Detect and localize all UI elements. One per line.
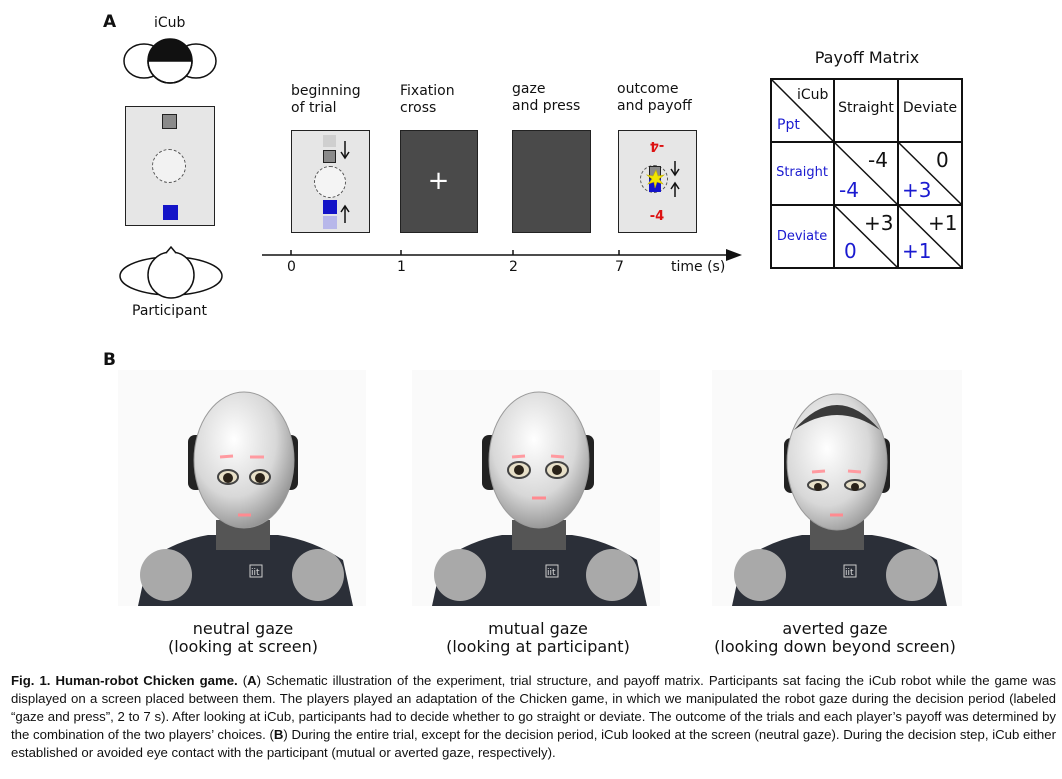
stage-label-outcome: outcome and payoff xyxy=(617,81,692,114)
caption-text: ) During the entire trial, except for th… xyxy=(11,727,1056,760)
stage-screen-beginning xyxy=(291,130,370,233)
participant-label: Participant xyxy=(132,303,207,319)
payoff-matrix: iCub Ppt Straight Deviate Straight Devia… xyxy=(770,78,963,269)
cell-ss-icub: -4 xyxy=(868,148,888,172)
robot-averted-image: iit xyxy=(732,393,947,606)
col-header-deviate: Deviate xyxy=(902,100,958,116)
timeline-tick-2: 2 xyxy=(509,259,518,275)
caption-text: ( xyxy=(237,673,248,688)
caption-averted-gaze: averted gaze (looking down beyond screen) xyxy=(714,619,956,656)
participant-square xyxy=(163,205,178,220)
stage-screen-outcome: -4 -4 xyxy=(618,130,697,233)
stage-label-gaze: gaze and press xyxy=(512,81,581,114)
photo-mutual-gaze: iit xyxy=(412,370,660,606)
center-circle xyxy=(152,149,186,183)
stage-screen-gaze xyxy=(512,130,591,233)
game-screen xyxy=(125,106,215,226)
stage-label-beginning: beginning of trial xyxy=(291,83,361,116)
timeline-tick-7: 7 xyxy=(615,259,624,275)
robot-mutual-image: iit xyxy=(432,391,647,606)
icub-label: iCub xyxy=(154,15,186,31)
svg-text:iit: iit xyxy=(547,568,556,578)
fixation-cross: + xyxy=(427,166,450,196)
caption-ref-b: B xyxy=(273,727,284,742)
cell-sd-ppt: +3 xyxy=(902,178,932,202)
caption-ref-a: A xyxy=(247,673,257,688)
icub-head-icon xyxy=(123,38,217,84)
participant-square xyxy=(323,200,337,214)
participant-payoff-value: -4 xyxy=(649,209,665,224)
cell-ds-ppt: 0 xyxy=(844,239,857,263)
caption-text: ) Schematic illustration of the experime… xyxy=(11,673,1056,742)
col-header-straight: Straight xyxy=(838,100,894,116)
caption-mutual-gaze: mutual gaze (looking at participant) xyxy=(446,619,630,656)
arrow-down-icon xyxy=(670,161,680,177)
timeline-axis xyxy=(262,249,742,261)
cell-ss-ppt: -4 xyxy=(839,178,859,202)
row-header-straight: Straight xyxy=(776,165,828,180)
photo-averted-gaze: iit xyxy=(712,370,962,606)
row-header-deviate: Deviate xyxy=(776,229,828,244)
stage-label-fixation: Fixation cross xyxy=(400,83,455,116)
stage-screen-fixation: + xyxy=(400,130,478,233)
center-circle xyxy=(640,165,668,193)
matrix-corner-icub: iCub xyxy=(797,87,829,103)
panel-b-letter: B xyxy=(103,350,116,370)
timeline-tick-0: 0 xyxy=(287,259,296,275)
timeline-tick-1: 1 xyxy=(397,259,406,275)
robot-square xyxy=(162,114,177,129)
figure-caption: Fig. 1. Human-robot Chicken game. (A) Sc… xyxy=(11,672,1056,762)
arrow-down-icon xyxy=(340,141,350,160)
payoff-matrix-grid xyxy=(770,78,963,269)
collision-star-icon xyxy=(646,169,666,189)
icub-payoff-value: -4 xyxy=(649,138,665,153)
cell-dd-icub: +1 xyxy=(928,211,958,235)
panel-a-letter: A xyxy=(103,12,117,32)
arrow-up-icon xyxy=(670,181,680,197)
timeline-label: time (s) xyxy=(671,259,726,275)
figure-label: Fig. 1. Human-robot Chicken game. xyxy=(11,673,238,688)
cell-sd-icub: 0 xyxy=(936,148,949,172)
robot-square xyxy=(323,150,336,163)
robot-neutral-image: iit xyxy=(138,391,353,606)
robot-square-ghost xyxy=(323,135,336,147)
arrow-up-icon xyxy=(340,204,350,223)
caption-neutral-gaze: neutral gaze (looking at screen) xyxy=(168,619,318,656)
photo-neutral-gaze: iit xyxy=(118,370,366,606)
payoff-matrix-title: Payoff Matrix xyxy=(814,48,920,67)
matrix-corner-ppt: Ppt xyxy=(777,117,800,133)
cell-dd-ppt: +1 xyxy=(902,239,932,263)
svg-text:iit: iit xyxy=(251,568,260,578)
center-circle xyxy=(314,166,346,198)
svg-text:iit: iit xyxy=(845,568,854,578)
participant-head-icon xyxy=(119,245,223,299)
cell-ds-icub: +3 xyxy=(864,211,894,235)
participant-square-ghost xyxy=(323,216,337,229)
